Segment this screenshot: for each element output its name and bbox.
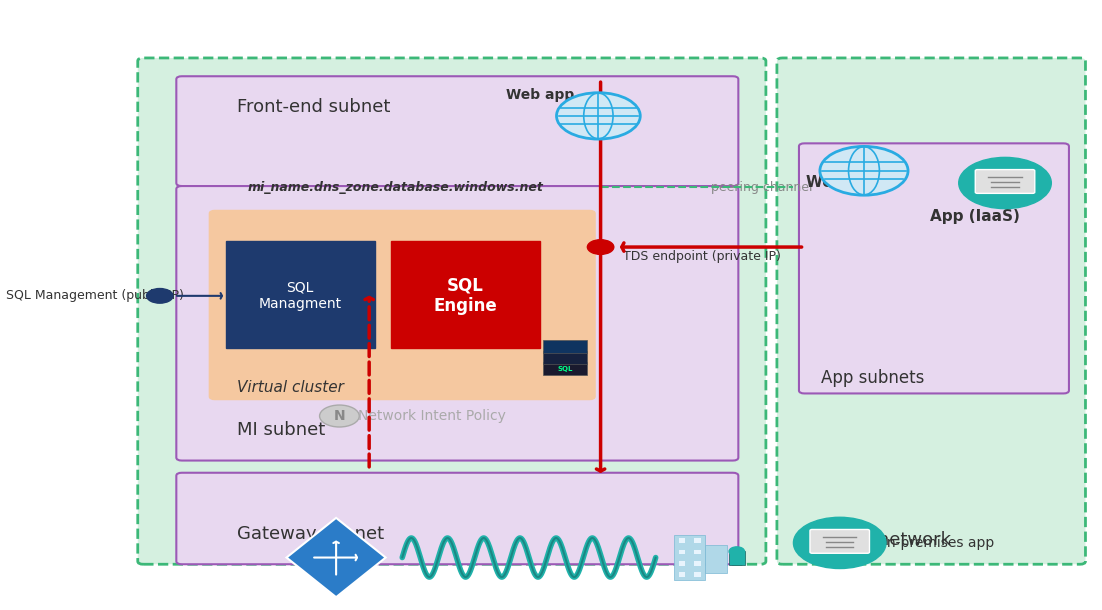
Bar <box>679 550 685 554</box>
Text: peering channel: peering channel <box>711 181 812 194</box>
Bar <box>543 340 587 353</box>
Bar <box>226 241 375 348</box>
Bar <box>694 539 701 543</box>
Bar <box>679 561 685 565</box>
Circle shape <box>793 517 886 569</box>
Text: App (IaaS): App (IaaS) <box>930 209 1020 224</box>
Text: App subnets: App subnets <box>821 369 925 387</box>
Bar <box>679 572 685 577</box>
Text: mi_name.dns_zone.database.windows.net: mi_name.dns_zone.database.windows.net <box>248 181 543 194</box>
Text: Virtual cluster: Virtual cluster <box>237 380 344 395</box>
Bar <box>705 545 727 573</box>
Text: SQL
Managment: SQL Managment <box>258 281 342 311</box>
Polygon shape <box>287 518 386 597</box>
FancyBboxPatch shape <box>810 529 869 553</box>
Text: SQL Management (public IP): SQL Management (public IP) <box>6 289 183 303</box>
Circle shape <box>587 240 614 254</box>
FancyBboxPatch shape <box>777 58 1085 564</box>
Text: SQL
Engine: SQL Engine <box>433 276 497 315</box>
Circle shape <box>320 405 359 427</box>
Circle shape <box>147 289 173 303</box>
Bar <box>543 362 587 375</box>
Bar <box>694 561 701 565</box>
FancyBboxPatch shape <box>176 186 738 461</box>
Bar <box>694 572 701 577</box>
FancyBboxPatch shape <box>176 76 738 186</box>
FancyBboxPatch shape <box>209 210 595 400</box>
Circle shape <box>557 93 640 139</box>
Text: MI subnet: MI subnet <box>237 421 325 439</box>
Text: SQL: SQL <box>558 366 573 372</box>
Bar <box>543 351 587 364</box>
FancyBboxPatch shape <box>799 143 1069 393</box>
Text: Front-end subnet: Front-end subnet <box>237 98 390 116</box>
Circle shape <box>820 146 908 195</box>
Text: Network Intent Policy: Network Intent Policy <box>358 409 506 423</box>
Text: TDS endpoint (private IP): TDS endpoint (private IP) <box>623 249 780 263</box>
Bar <box>674 534 705 581</box>
Text: Web app: Web app <box>806 176 880 190</box>
Circle shape <box>959 157 1051 209</box>
Text: N: N <box>334 409 345 423</box>
Text: Gateway subnet: Gateway subnet <box>237 525 385 543</box>
Bar <box>391 241 540 348</box>
Bar <box>694 550 701 554</box>
Text: Peered network: Peered network <box>810 531 951 549</box>
Bar <box>679 539 685 543</box>
Bar <box>730 551 745 565</box>
FancyBboxPatch shape <box>176 473 738 564</box>
Text: On-premises app: On-premises app <box>876 536 994 550</box>
FancyBboxPatch shape <box>975 170 1035 193</box>
FancyBboxPatch shape <box>138 58 766 564</box>
Text: Web app: Web app <box>506 88 574 101</box>
Ellipse shape <box>730 547 745 556</box>
